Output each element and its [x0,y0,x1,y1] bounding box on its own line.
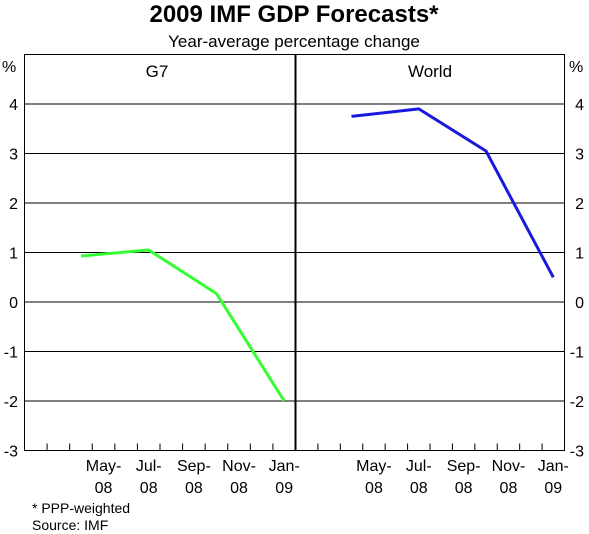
y-tick-label-right: 1 [575,246,584,263]
y-unit-right: % [569,59,583,76]
y-tick-label-left: 2 [9,196,18,213]
y-tick-label-right: 2 [575,196,584,213]
x-tick-label-year: 09 [544,480,562,497]
y-tick-label-left: -1 [4,345,18,362]
y-tick-label-right: 4 [575,97,584,114]
y-tick-label-left: 3 [9,147,18,164]
x-tick-label-month: Jul- [406,458,432,475]
x-tick-label-month: May- [86,458,122,475]
x-tick-label-month: Sep- [447,458,481,475]
x-tick-label-month: Nov- [222,458,256,475]
x-tick-label-year: 08 [455,480,473,497]
source-note: Source: IMF [32,517,109,533]
y-tick-label-left: 1 [9,246,18,263]
y-tick-label-left: -2 [4,394,18,411]
y-tick-label-right: 0 [575,295,584,312]
x-tick-label-month: Jan- [269,458,300,475]
panel-label-g7: G7 [146,62,169,81]
x-tick-label-year: 08 [185,480,203,497]
x-axis: May- 08 Jul- 08 Sep- 08 Nov- 08 Jan- 09 May- 08 Jul-… [46,443,569,497]
x-tick-label-month: Jul- [136,458,162,475]
y-tick-label-left: 4 [9,97,18,114]
x-tick-label-year: 08 [410,480,428,497]
footnote: * PPP-weighted [32,500,131,516]
plot-frame [24,54,565,451]
series-line-g7 [80,248,286,402]
x-tick-label-year: 08 [230,480,248,497]
x-tick-label-year: 08 [365,480,383,497]
y-tick-label-right: -3 [570,444,584,461]
y-axis-left: -3 -2 -1 0 1 2 3 4 [4,97,18,461]
y-tick-label-right: -2 [570,394,584,411]
x-tick-label-year: 09 [275,480,293,497]
y-tick-label-left: 0 [9,295,18,312]
y-unit-left: % [2,59,16,76]
y-tick-label-right: 3 [575,147,584,164]
y-tick-label-right: -1 [570,345,584,362]
series-line-world [351,107,555,279]
x-tick-label-month: Sep- [177,458,211,475]
chart-title: 2009 IMF GDP Forecasts* [149,1,439,28]
x-tick-label-month: May- [356,458,392,475]
x-tick-label-year: 08 [500,480,518,497]
x-tick-label-month: Nov- [492,458,526,475]
x-tick-label-year: 08 [140,480,158,497]
y-axis-right: -3 -2 -1 0 1 2 3 4 [570,97,584,461]
x-tick-label-month: Jan- [538,458,569,475]
chart-subtitle: Year-average percentage change [168,32,420,51]
y-tick-label-left: -3 [4,444,18,461]
x-tick-label-year: 08 [95,480,113,497]
panel-label-world: World [408,62,452,81]
